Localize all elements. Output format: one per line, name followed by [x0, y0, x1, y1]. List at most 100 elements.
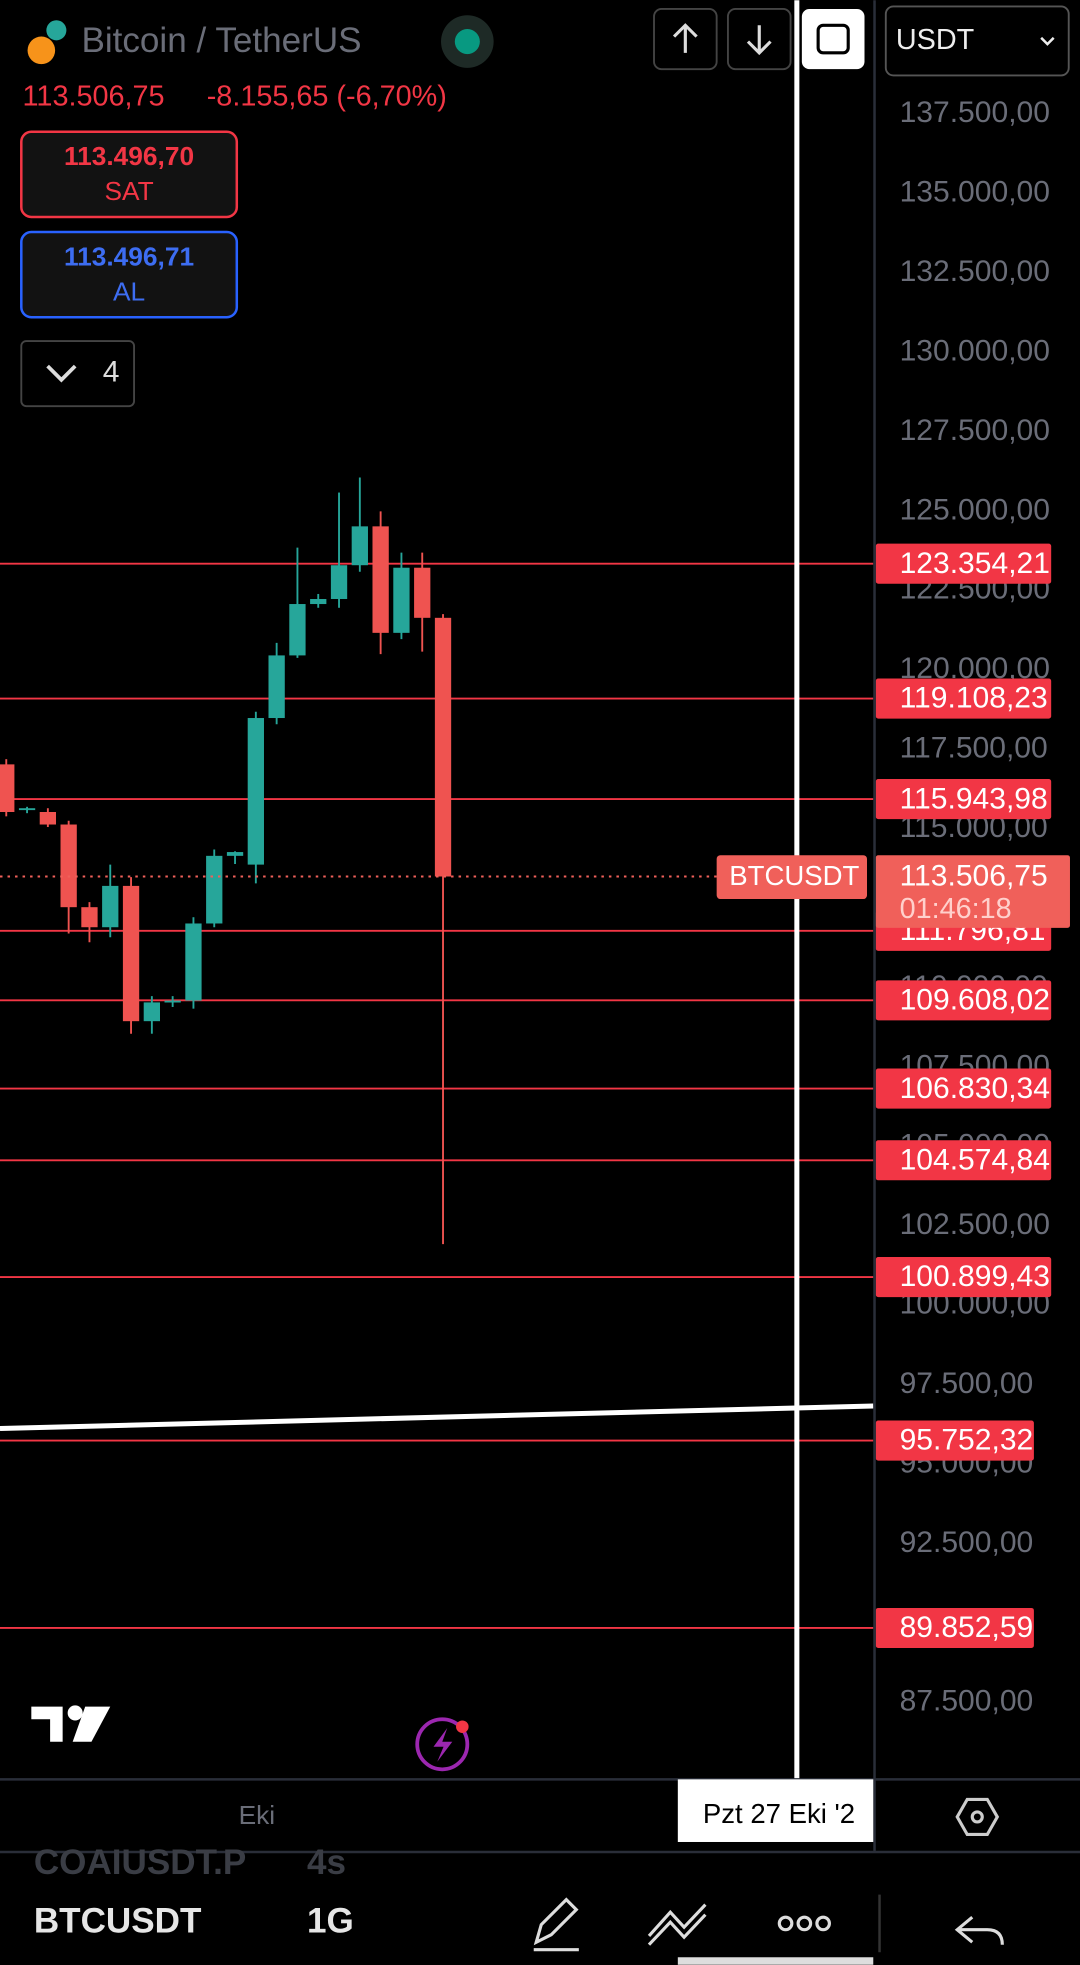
settings-button[interactable] [955, 1797, 1000, 1837]
crosshair-time-box [677, 1779, 874, 1842]
buy-button[interactable]: 113.496,71 AL [20, 230, 239, 319]
candle-body [18, 808, 36, 811]
price-level-box [875, 543, 1052, 584]
candle-body [268, 655, 285, 719]
last-price-box [875, 855, 1070, 928]
y-tick-label: 130.000,00 [900, 334, 1050, 367]
candle-body [310, 599, 327, 605]
sell-button[interactable]: 113.496,70 SAT [20, 130, 239, 219]
candle-body [164, 1000, 181, 1003]
flash-icon [433, 1727, 453, 1762]
price-level-box [875, 1607, 1034, 1649]
price-level-box [875, 1420, 1034, 1461]
currency-select[interactable]: USDT [884, 5, 1070, 77]
dot-icon [777, 1915, 794, 1932]
last-price-label: 113.506,75 [900, 860, 1048, 893]
candle-body [102, 885, 119, 928]
chevron-icon [46, 364, 77, 383]
price-level-label: 95.752,32 [900, 1424, 1034, 1457]
symbol-title: Bitcoin / TetherUS [81, 21, 361, 60]
price-level-box [875, 1140, 1052, 1181]
settings-icon-center [970, 1810, 984, 1824]
candle-body [0, 764, 15, 813]
indicator-toggle[interactable]: 4 [20, 340, 135, 408]
price-level-box [875, 980, 1052, 1021]
last-price: 113.506,75 [23, 81, 165, 113]
candle-body [393, 567, 410, 633]
fullscreen-button[interactable] [801, 8, 865, 70]
coin-icon [27, 36, 56, 65]
price-level-label: 109.608,02 [900, 984, 1050, 1017]
price-level-box [875, 779, 1052, 820]
candle-body [81, 907, 98, 928]
select-box [884, 5, 1070, 77]
candle-body [414, 567, 431, 618]
indicators-icon [647, 1903, 707, 1946]
interval-button[interactable]: 1G [307, 1902, 354, 1941]
candle-body [372, 526, 389, 633]
price-level-label: 123.354,21 [900, 547, 1050, 580]
candle-body [351, 526, 368, 566]
candle-body [330, 565, 348, 600]
dot-icon [815, 1915, 831, 1932]
buy-box [20, 230, 239, 319]
price-level-label: 89.852,59 [900, 1611, 1034, 1644]
logo-part [72, 1706, 111, 1742]
fullscreen-icon [816, 23, 850, 55]
indicators-button[interactable] [647, 1903, 707, 1946]
dot-icon [796, 1915, 813, 1932]
symbol-button[interactable]: BTCUSDT [34, 1902, 202, 1941]
last-price-symbol: BTCUSDT [729, 860, 859, 891]
y-tick-label: 92.500,00 [900, 1526, 1034, 1559]
price-level-label: 104.574,84 [900, 1143, 1050, 1176]
flash-button[interactable] [415, 1717, 470, 1772]
price-level-label: 100.899,43 [900, 1260, 1050, 1293]
price-change: -8.155,65 (-6,70%) [207, 81, 447, 113]
logo-part [67, 1705, 83, 1721]
time-axis-label: Eki [239, 1800, 276, 1830]
settings-icon [955, 1797, 1000, 1837]
other-interval[interactable]: 4s [307, 1843, 346, 1882]
y-tick-label: 127.500,00 [900, 414, 1050, 447]
draw-button[interactable] [533, 1897, 579, 1952]
undo-button[interactable] [954, 1915, 1004, 1945]
candle-body [39, 812, 57, 825]
y-tick-label: 117.500,00 [900, 732, 1048, 765]
price-level-box [875, 1256, 1052, 1298]
price-level-label: 119.108,23 [900, 682, 1048, 715]
chart-area: 137.500,00 135.000,00 132.500,00 130.000,00… [0, 0, 1070, 1780]
price-level-label: 106.830,34 [900, 1072, 1050, 1105]
y-tick-label: 102.500,00 [900, 1208, 1050, 1241]
price-level-box [875, 1068, 1052, 1109]
button-box [801, 8, 865, 70]
pencil-icon [533, 1897, 579, 1952]
other-symbol[interactable]: COAIUSDT.P [34, 1843, 246, 1882]
crosshair-time-label: Pzt 27 Eki '2 [703, 1798, 855, 1829]
candle-body [247, 718, 264, 865]
arrow-down-icon [746, 25, 772, 56]
buy-price: 113.496,71 [64, 241, 194, 271]
y-tick-label: 137.500,00 [900, 96, 1050, 129]
sell-box [20, 130, 239, 219]
price-level-box [875, 678, 1052, 719]
y-tick-label: 97.500,00 [900, 1367, 1034, 1400]
scroll-down-button[interactable] [726, 8, 792, 71]
candle-body [143, 1002, 160, 1022]
candle-body [60, 824, 77, 908]
y-tick-label: 87.500,00 [900, 1685, 1034, 1718]
y-tick-label: 132.500,00 [900, 255, 1050, 288]
candle-body [434, 617, 452, 877]
scroll-up-button[interactable] [653, 8, 718, 71]
tradingview-logo [31, 1705, 111, 1742]
more-button[interactable] [777, 1915, 831, 1932]
flash-ring [415, 1717, 470, 1772]
candle-body [226, 852, 244, 856]
logo-part [31, 1706, 63, 1742]
chevron-icon [1040, 36, 1055, 46]
y-tick-label: 125.000,00 [900, 493, 1050, 526]
buy-label: AL [113, 276, 145, 306]
arrow-up-icon [672, 23, 698, 53]
notification-dot [456, 1720, 469, 1733]
